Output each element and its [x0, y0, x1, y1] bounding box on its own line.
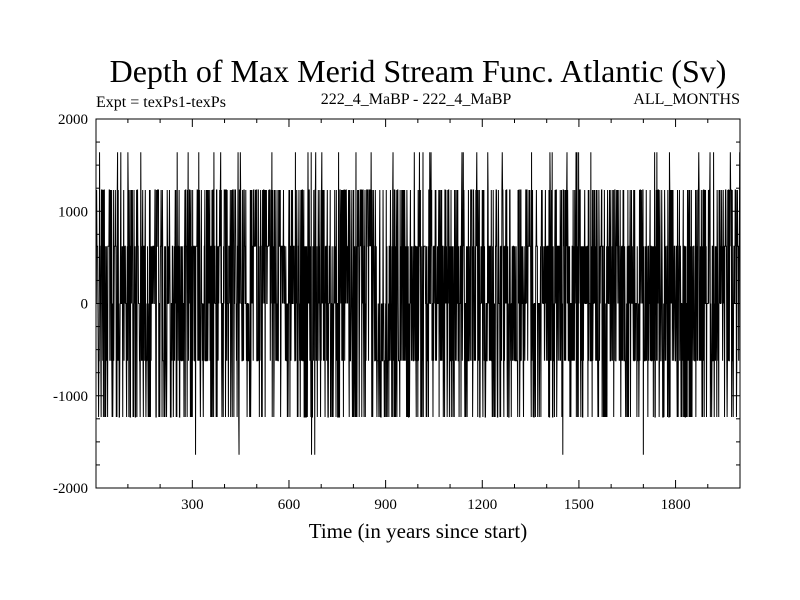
y-tick-label: 2000 — [58, 112, 88, 128]
x-axis-label: Time (in years since start) — [309, 519, 528, 543]
x-tick-label: 900 — [374, 497, 397, 513]
y-tick-label: -1000 — [53, 389, 88, 405]
chart-subtitle-center: 222_4_MaBP - 222_4_MaBP — [321, 91, 512, 108]
x-tick-label: 300 — [181, 497, 204, 513]
y-tick-label: 1000 — [58, 204, 88, 220]
y-tick-label: 0 — [81, 297, 89, 313]
y-tick-label: -2000 — [53, 481, 88, 497]
chart-title: Depth of Max Merid Stream Func. Atlantic… — [110, 53, 727, 89]
series-line — [95, 152, 741, 455]
ticks-layer: 300 600 900 1200 1500 1800 -2000 -1000 0 1000 2000 — [53, 112, 740, 513]
x-tick-label: 1800 — [661, 497, 691, 513]
x-tick-label: 600 — [278, 497, 301, 513]
x-tick-label: 1200 — [467, 497, 497, 513]
chart-subtitle-left: Expt = texPs1-texPs — [96, 94, 226, 111]
x-tick-label: 1500 — [564, 497, 594, 513]
series-layer — [95, 152, 741, 455]
chart-subtitle-right: ALL_MONTHS — [633, 91, 740, 108]
